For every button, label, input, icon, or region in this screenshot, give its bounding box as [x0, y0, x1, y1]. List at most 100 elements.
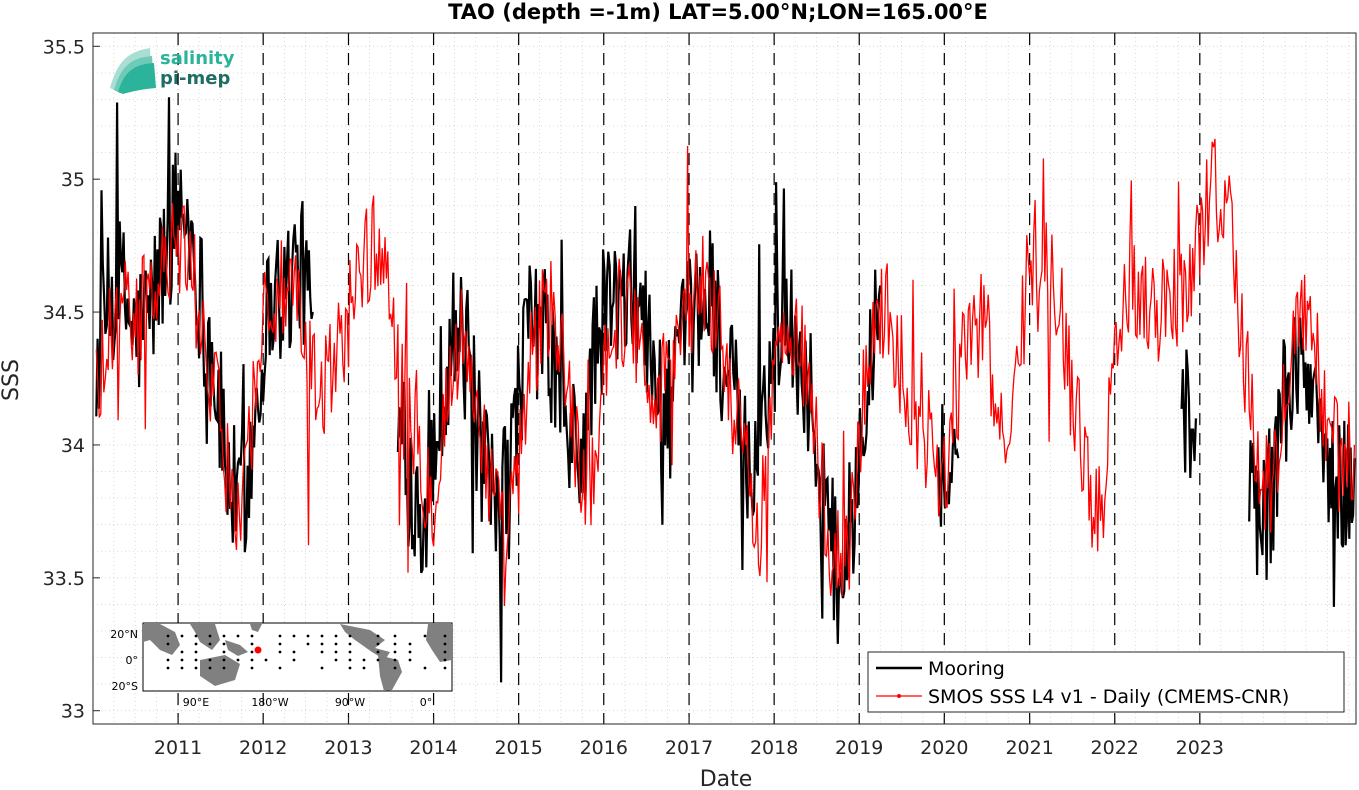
legend-marker-smos	[897, 694, 901, 698]
logo-wave-icon	[110, 48, 156, 94]
inset-buoy-dot	[208, 634, 212, 638]
inset-buoy-dot	[292, 650, 296, 654]
inset-buoy-dot	[320, 634, 324, 638]
inset-buoy-dot	[320, 666, 324, 670]
inset-buoy-dot	[306, 642, 310, 646]
inset-buoy-dot	[222, 642, 226, 646]
inset-buoy-dot	[376, 634, 380, 638]
inset-buoy-dot	[180, 658, 184, 662]
inset-map-frame	[142, 622, 453, 692]
inset-buoy-dot	[194, 658, 198, 662]
inset-buoy-dot	[443, 634, 447, 638]
inset-buoy-dot	[348, 634, 352, 638]
y-axis-label: SSS	[0, 359, 24, 401]
inset-buoy-dot	[393, 642, 397, 646]
inset-buoy-dot	[250, 650, 254, 654]
inset-buoy-dot	[348, 658, 352, 662]
legend-label-smos: SMOS SSS L4 v1 - Daily (CMEMS-CNR)	[928, 686, 1289, 708]
inset-buoy-dot	[250, 642, 254, 646]
inset-buoy-dot	[222, 634, 226, 638]
inset-station-marker	[254, 646, 262, 654]
x-tick-label: 2014	[409, 737, 457, 759]
x-tick-label: 2017	[665, 737, 713, 759]
inset-buoy-dot	[292, 634, 296, 638]
y-tick-label: 35.5	[43, 36, 85, 58]
y-axis-ticks: 33 33.5 34 34.5 35 35.5	[43, 36, 100, 723]
inset-buoy-dot	[250, 666, 254, 670]
inset-buoy-dot	[166, 634, 170, 638]
x-tick-label: 2011	[154, 737, 202, 759]
inset-buoy-dot	[292, 658, 296, 662]
inset-buoy-dot	[348, 650, 352, 654]
inset-buoy-dots	[166, 634, 447, 670]
inset-buoy-dot	[334, 642, 338, 646]
inset-buoy-dot	[334, 650, 338, 654]
inset-buoy-dot	[180, 650, 184, 654]
inset-lon-label-180w: 180°W	[251, 696, 288, 709]
inset-buoy-dot	[443, 658, 447, 662]
inset-buoy-dot	[236, 634, 240, 638]
x-tick-label: 2023	[1176, 737, 1224, 759]
inset-buoy-dot	[393, 658, 397, 662]
inset-buoy-dot	[443, 650, 447, 654]
x-tick-label: 2013	[324, 737, 372, 759]
series-layer	[95, 97, 1356, 683]
inset-buoy-dot	[278, 650, 282, 654]
x-tick-label: 2016	[580, 737, 628, 759]
inset-buoy-dot	[166, 658, 170, 662]
inset-buoy-dot	[376, 642, 380, 646]
legend-box	[867, 651, 1345, 713]
inset-buoy-dot	[222, 650, 226, 654]
inset-buoy-dot	[443, 666, 447, 670]
x-axis-label: Date	[700, 767, 753, 790]
inset-buoy-dot	[408, 658, 412, 662]
inset-buoy-dot	[362, 666, 366, 670]
inset-buoy-dot	[166, 666, 170, 670]
inset-buoy-dot	[334, 634, 338, 638]
inset-buoy-dot	[222, 666, 226, 670]
x-tick-label: 2019	[835, 737, 883, 759]
y-tick-label: 34.5	[43, 302, 85, 324]
inset-buoy-dot	[348, 642, 352, 646]
x-tick-label: 2022	[1091, 737, 1139, 759]
salinity-pimep-logo: salinity pi-mep	[110, 48, 235, 94]
inset-buoy-dot	[423, 634, 427, 638]
inset-buoy-dot	[320, 650, 324, 654]
inset-buoy-dot	[423, 666, 427, 670]
inset-buoy-dot	[208, 642, 212, 646]
x-axis-ticks: 2011 2012 2013 2014 2015 2016 2017 2018 2019 2020…	[154, 717, 1224, 759]
inset-buoy-dot	[236, 658, 240, 662]
inset-buoy-dot	[180, 634, 184, 638]
inset-buoy-dot	[194, 642, 198, 646]
x-tick-label: 2018	[750, 737, 798, 759]
legend: Mooring SMOS SSS L4 v1 - Daily (CMEMS-CN…	[867, 651, 1345, 713]
inset-lat-label-20s: 20°S	[112, 680, 138, 693]
inset-buoy-dot	[393, 650, 397, 654]
y-tick-label: 34	[61, 435, 85, 457]
inset-map: 20°N 0° 20°S 90°E 180°W 90°W 0°	[110, 622, 453, 709]
chart-title: TAO (depth =-1m) LAT=5.00°N;LON=165.00°E	[448, 0, 988, 24]
logo-text-pimep: pi-mep	[160, 68, 230, 89]
inset-buoy-dot	[348, 666, 352, 670]
inset-buoy-dot	[194, 666, 198, 670]
inset-buoy-dot	[306, 634, 310, 638]
inset-buoy-dot	[194, 650, 198, 654]
inset-buoy-dot	[222, 658, 226, 662]
series-line-smos	[95, 138, 1356, 607]
inset-buoy-dot	[408, 650, 412, 654]
inset-buoy-dot	[208, 658, 212, 662]
inset-buoy-dot	[208, 666, 212, 670]
inset-buoy-dot	[393, 666, 397, 670]
inset-buoy-dot	[408, 642, 412, 646]
x-tick-label: 2015	[494, 737, 542, 759]
inset-buoy-dot	[278, 666, 282, 670]
inset-buoy-dot	[320, 642, 324, 646]
inset-buoy-dot	[250, 658, 254, 662]
x-tick-label: 2012	[239, 737, 287, 759]
inset-buoy-dot	[194, 634, 198, 638]
inset-buoy-dot	[334, 658, 338, 662]
inset-buoy-dot	[250, 634, 254, 638]
y-tick-label: 33.5	[43, 568, 85, 590]
inset-lon-label-90w: 90°W	[335, 696, 365, 709]
